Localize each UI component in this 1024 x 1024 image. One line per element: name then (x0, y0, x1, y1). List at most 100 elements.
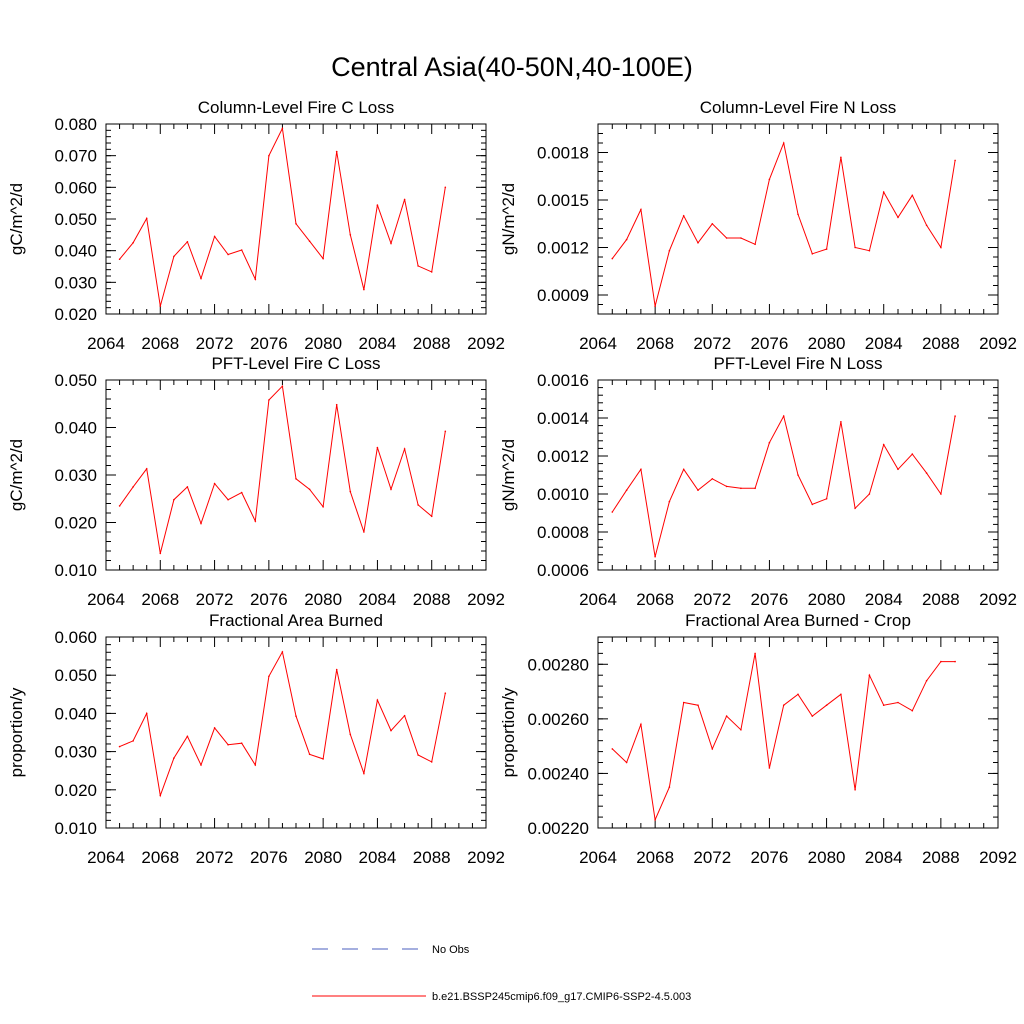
data-point (654, 819, 656, 821)
y-tick-label: 0.040 (54, 704, 97, 723)
panel-6: Fractional Area Burned - Crop proportion/… (499, 611, 1017, 867)
y-axis-label: gC/m^2/d (7, 183, 26, 255)
data-point (118, 258, 121, 261)
data-point (376, 699, 379, 701)
data-point (682, 215, 685, 217)
x-tick-label: 2092 (979, 848, 1017, 867)
x-tick-label: 2072 (196, 334, 234, 353)
data-point (911, 194, 914, 197)
x-tick-label: 2088 (413, 848, 451, 867)
data-point (268, 154, 270, 157)
data-point (725, 237, 728, 239)
series-line (611, 141, 956, 307)
data-point (295, 223, 297, 225)
data-point (882, 191, 885, 193)
data-point (240, 742, 243, 744)
data-point (897, 468, 899, 471)
panel-1: Column-Level Fire C Loss gC/m^2/d 2064 2068… (7, 98, 505, 353)
x-tick-label: 2076 (751, 590, 789, 609)
data-point (711, 748, 714, 750)
data-point (444, 430, 447, 433)
data-point (444, 692, 447, 694)
data-point (227, 743, 229, 746)
data-point (697, 489, 699, 492)
x-tick-label: 2080 (808, 848, 846, 867)
panels: Column-Level Fire C Loss gC/m^2/d 2064 2068… (7, 98, 1017, 867)
data-point (200, 277, 202, 280)
data-point (840, 693, 842, 696)
data-point (173, 255, 175, 258)
data-point (811, 253, 814, 255)
data-point (682, 701, 685, 704)
legend: No Obs b.e21.BSSP245cmip6.f09_g17.CMIP6-… (312, 944, 691, 1003)
y-tick-label: 0.0015 (537, 191, 589, 210)
data-point (854, 789, 856, 791)
page-title: Central Asia(40-50N,40-100E) (331, 52, 693, 82)
data-point (797, 693, 799, 696)
x-tick-label: 2064 (579, 848, 617, 867)
y-tick-label: 0.050 (54, 371, 97, 390)
y-tick-label: 0.0014 (537, 409, 589, 428)
y-tick-label: 0.0009 (537, 286, 589, 305)
y-axis-label: proportion/y (499, 687, 518, 777)
data-point (363, 288, 365, 291)
data-point (840, 156, 842, 159)
data-point (854, 246, 856, 249)
data-point (754, 487, 756, 490)
y-tick-label: 0.0018 (537, 144, 589, 163)
y-tick-label: 0.010 (54, 561, 97, 580)
data-point (335, 668, 338, 671)
x-tick-label: 2088 (922, 848, 960, 867)
data-point (403, 448, 406, 450)
x-tick-label: 2072 (693, 334, 731, 353)
data-point (725, 485, 728, 488)
x-tick-label: 2076 (751, 334, 789, 353)
data-point (868, 674, 871, 676)
data-point (281, 385, 284, 388)
data-point (911, 709, 914, 712)
data-point (417, 504, 419, 506)
data-point (390, 488, 392, 491)
data-point (925, 679, 928, 682)
x-tick-label: 2092 (467, 848, 505, 867)
x-tick-label: 2084 (865, 848, 903, 867)
data-point (940, 493, 942, 495)
data-point (444, 186, 447, 189)
data-point (322, 758, 324, 760)
data-point (118, 745, 121, 748)
data-point (954, 660, 956, 663)
data-point (430, 515, 433, 518)
y-tick-label: 0.010 (54, 819, 97, 838)
x-tick-label: 2072 (196, 590, 234, 609)
panel-title: Column-Level Fire N Loss (700, 98, 897, 117)
x-tick-label: 2064 (579, 590, 617, 609)
y-tick-label: 0.050 (54, 210, 97, 229)
data-point (625, 761, 628, 764)
panel-title: Column-Level Fire C Loss (198, 98, 395, 117)
x-tick-label: 2068 (141, 334, 179, 353)
series-line (611, 653, 956, 822)
data-point (740, 487, 742, 490)
data-point (430, 761, 433, 763)
x-tick-label: 2088 (413, 590, 451, 609)
data-point (186, 735, 189, 738)
x-tick-label: 2068 (636, 334, 674, 353)
x-tick-label: 2080 (808, 334, 846, 353)
data-point (295, 478, 297, 480)
data-point (940, 246, 942, 249)
x-tick-label: 2068 (141, 848, 179, 867)
x-tick-label: 2088 (922, 334, 960, 353)
x-tick-label: 2084 (865, 590, 903, 609)
data-point (868, 493, 871, 495)
panel-title: Fractional Area Burned (209, 611, 383, 630)
data-point (349, 490, 352, 493)
y-tick-label: 0.030 (54, 273, 97, 292)
y-tick-label: 0.00240 (528, 764, 589, 783)
x-tick-label: 2064 (87, 590, 125, 609)
data-point (322, 506, 324, 508)
data-point (376, 446, 379, 449)
data-point (240, 491, 243, 494)
data-point (654, 555, 656, 558)
data-point (145, 468, 148, 470)
plot-frame (105, 123, 487, 315)
